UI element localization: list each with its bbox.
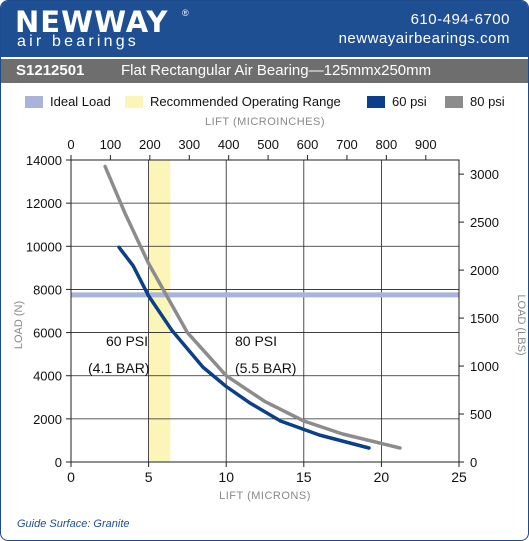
y-tick-label: 10000 [26,239,62,254]
annotation-label: (4.1 BAR) [88,360,149,376]
y2-axis-title: LOAD (LBS) [515,294,527,355]
y-tick-label: 0 [55,455,62,470]
brand-logo: NEWWAY [15,5,169,39]
x2-tick-label: 200 [139,137,161,152]
annotation-label: 80 PSI [235,333,277,349]
y2-tick-label: 2500 [470,215,499,230]
legend-item-ideal-load: Ideal Load [25,94,111,109]
x-tick-label: 15 [296,469,312,485]
legend-swatch [25,95,43,108]
x2-tick-label: 800 [376,137,398,152]
x2-tick-label: 500 [257,137,279,152]
plot-frame [70,159,460,463]
part-number: S1212501 [16,62,85,79]
annotation-label: (5.5 BAR) [235,360,296,376]
legend-swatch [367,95,385,108]
y2-tick-label: 1000 [470,359,499,374]
y2-tick-label: 3000 [470,167,499,182]
y-tick-label: 8000 [33,282,62,297]
annotation-label: 60 PSI [106,333,148,349]
legend-item-operating-range: Recommended Operating Range [125,94,341,109]
y2-tick-label: 0 [470,455,477,470]
x2-tick-label: 0 [67,137,74,152]
legend-label: 60 psi [392,94,427,109]
x2-axis-title: LIFT (MICROINCHES) [205,116,325,128]
product-title-bar: S1212501 Flat Rectangular Air Bearing—12… [1,59,528,83]
y-tick-label: 4000 [33,369,62,384]
x-tick-label: 0 [67,469,75,485]
x2-tick-label: 700 [336,137,358,152]
x-axis-title: LIFT (MICRONS) [219,490,311,502]
y2-tick-label: 2000 [470,263,499,278]
legend-item-80-psi: 80 psi [445,94,505,109]
y-tick-label: 14000 [26,153,62,168]
x-tick-label: 25 [451,469,467,485]
y-tick-label: 12000 [26,196,62,211]
legend-swatch [445,95,463,108]
brand-tagline: air bearings [17,33,140,50]
guide-surface-note: Guide Surface: Granite [17,518,130,530]
brand-header: NEWWAY ® air bearings 610-494-6700 newwa… [1,1,528,57]
y-axis-title: LOAD (N) [13,301,25,349]
legend-label: 80 psi [470,94,505,109]
series-line-80-psi [103,164,402,450]
legend-label: Ideal Load [50,94,111,109]
x2-tick-label: 100 [100,137,122,152]
x2-tick-label: 300 [178,137,200,152]
legend-item-60-psi: 60 psi [367,94,427,109]
y-tick-label: 2000 [33,412,62,427]
x2-tick-label: 900 [415,137,437,152]
phone-number: 610-494-6700 [410,11,510,28]
y2-tick-label: 500 [470,407,492,422]
y-tick-label: 6000 [33,326,62,341]
x2-tick-label: 600 [297,137,319,152]
x2-tick-label: 400 [218,137,240,152]
registered-mark: ® [182,8,189,18]
x-tick-label: 20 [374,469,390,485]
x-tick-label: 10 [218,469,234,485]
legend-swatch [125,95,143,108]
y2-tick-label: 1500 [470,311,499,326]
part-description: Flat Rectangular Air Bearing—125mmx250mm [121,62,432,79]
website-link[interactable]: newwayairbearings.com [338,30,510,47]
legend-label: Recommended Operating Range [150,94,341,109]
x-tick-label: 5 [145,469,153,485]
series-line-60-psi [117,245,371,450]
chart-legend: Ideal Load Recommended Operating Range 6… [1,89,528,113]
